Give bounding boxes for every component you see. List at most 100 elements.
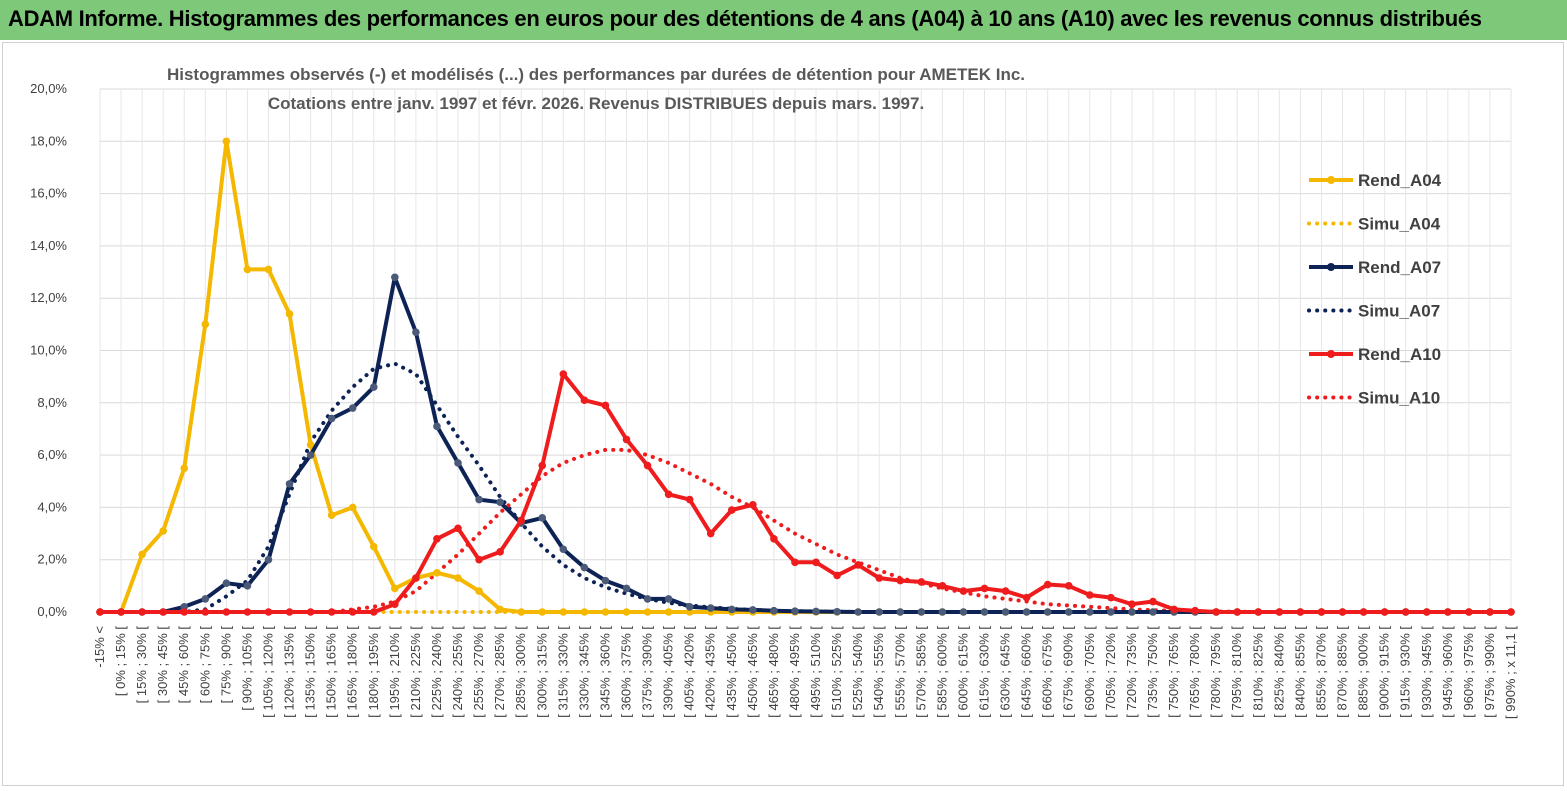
data-point (348, 608, 357, 616)
legend-label: Simu_A07 (1358, 302, 1440, 321)
data-point (559, 370, 568, 378)
data-point (306, 608, 315, 616)
data-point (854, 561, 862, 569)
report-header: ADAM Informe. Histogrammes des performan… (0, 0, 1567, 40)
series-simu-a10 (98, 447, 1513, 614)
y-tick-label: 14,0% (30, 238, 67, 253)
data-point (1254, 608, 1263, 616)
x-tick-label: [ 540% ; 555% [ (871, 626, 886, 718)
data-point (1001, 608, 1010, 616)
data-point (538, 461, 547, 470)
data-point (138, 550, 146, 559)
data-point (727, 605, 736, 614)
data-point (1149, 597, 1157, 606)
data-point (517, 516, 525, 525)
data-point (559, 608, 568, 616)
x-tick-label: [ 840% ; 855% [ (1292, 626, 1307, 718)
data-point (1401, 608, 1410, 616)
data-point (1107, 593, 1115, 602)
legend-entry-simu-a07: Simu_A07 (1307, 302, 1440, 321)
legend-label: Simu_A10 (1358, 389, 1440, 408)
x-tick-label: [ 570% ; 585% [ (913, 626, 928, 718)
data-point (770, 534, 778, 543)
legend-entry-rend-a04: Rend_A04 (1309, 171, 1442, 190)
y-tick-label: 18,0% (30, 133, 67, 148)
data-point (475, 555, 483, 564)
data-point (264, 265, 273, 274)
series-line (100, 139, 1511, 614)
x-tick-label: [ 360% ; 375% [ (618, 626, 633, 718)
data-point (622, 584, 631, 593)
legend-marker (1327, 176, 1335, 184)
y-tick-label: 20,0% (30, 81, 67, 96)
y-tick-label: 12,0% (30, 290, 67, 305)
data-point (1296, 608, 1305, 616)
data-point (664, 595, 673, 603)
x-tick-label: [ 810% ; 825% [ (1250, 626, 1265, 718)
data-point (433, 568, 441, 577)
legend: Rend_A04 Simu_A04 Rend_A07 Simu_A07 Rend_A10… (1307, 171, 1442, 408)
data-point (433, 422, 441, 431)
data-point (1128, 600, 1136, 608)
x-tick-label: [ 720% ; 735% [ (1124, 626, 1139, 718)
x-tick-label: [ 855% ; 870% [ (1313, 626, 1328, 718)
data-point (1338, 608, 1347, 616)
data-point (1086, 591, 1094, 599)
data-point (243, 608, 252, 616)
data-point (201, 320, 210, 329)
data-point (243, 265, 252, 274)
legend-marker (1327, 263, 1335, 271)
x-tick-label: [ 705% ; 720% [ (1103, 626, 1118, 718)
x-tick-label: [ 150% ; 165% [ (324, 626, 339, 718)
x-tick-label: [ 600% ; 615% [ (955, 626, 970, 718)
data-point (1444, 608, 1452, 616)
data-point (896, 608, 905, 616)
data-point (1212, 608, 1220, 616)
data-point (201, 595, 210, 603)
data-point (664, 490, 673, 499)
data-point (938, 608, 947, 616)
data-point (1317, 608, 1326, 616)
data-point (1191, 606, 1199, 615)
x-tick-label: -15% < (92, 626, 107, 668)
y-tick-label: 8,0% (37, 395, 67, 410)
data-point (875, 608, 884, 616)
x-tick-label: [ 510% ; 525% [ (829, 626, 844, 718)
data-point (685, 602, 694, 611)
data-point (369, 542, 378, 551)
x-tick-label: [ 495% ; 510% [ (808, 626, 823, 718)
data-point (1064, 608, 1073, 616)
legend-label: Rend_A07 (1358, 258, 1441, 277)
data-point (412, 574, 420, 582)
histogram-chart: 0,0% 2,0% 4,0% 6,0% 8,0% 10,0% 12,0% 14,0% 16,0%… (30, 65, 1518, 719)
x-tick-label: [ 765% ; 780% [ (1187, 626, 1202, 718)
data-point (706, 604, 715, 612)
x-tick-label: [ 45% ; 60% [ (176, 626, 191, 704)
data-point (980, 608, 989, 616)
data-point (538, 514, 547, 522)
legend-entry-simu-a10: Simu_A10 (1307, 389, 1440, 408)
x-tick-label: [ 75% ; 90% [ (218, 626, 233, 704)
data-point (412, 328, 420, 336)
chart-frame: 0,0% 2,0% 4,0% 6,0% 8,0% 10,0% 12,0% 14,0% 16,0%… (2, 42, 1564, 786)
series-line (100, 372, 1511, 614)
x-tick-label: [ 465% ; 480% [ (766, 626, 781, 718)
x-tick-label: [ 885% ; 900% [ (1356, 626, 1371, 718)
data-point (917, 608, 926, 616)
data-point (601, 401, 610, 410)
x-tick-label: [ 405% ; 420% [ (682, 626, 697, 718)
x-tick-label: [ 795% ; 810% [ (1229, 626, 1244, 718)
x-tick-label: [ 210% ; 225% [ (408, 626, 423, 718)
data-point (433, 534, 441, 543)
x-tick-label: [ 30% ; 45% [ (155, 626, 170, 704)
legend-entry-rend-a07: Rend_A07 (1309, 258, 1441, 277)
data-point (1043, 608, 1052, 616)
data-point (306, 440, 315, 449)
data-point (222, 608, 231, 616)
series-line (98, 361, 1513, 614)
data-point (980, 584, 989, 593)
series-line (98, 447, 1513, 614)
x-tick-label: [ 180% ; 195% [ (366, 626, 381, 718)
x-tick-label: [ 630% ; 645% [ (998, 626, 1013, 718)
data-point (643, 461, 652, 470)
